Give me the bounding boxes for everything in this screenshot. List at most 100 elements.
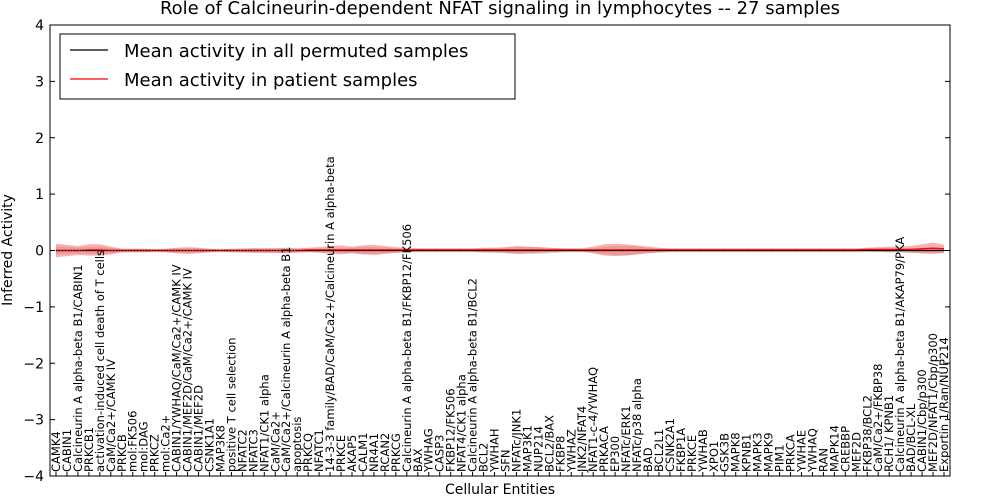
chart-title: Role of Calcineurin-dependent NFAT signa… [160, 0, 840, 19]
entity-label: MEF2D/NFAT1/Cbp/p300 [926, 333, 940, 472]
entity-label: NFATC1 [312, 429, 326, 472]
entity-label: GSK3B [718, 433, 732, 472]
entity-label: positive T cell selection [224, 337, 238, 472]
entity-label: YWHAB [696, 429, 710, 473]
entity-label: CABIN1 [60, 429, 74, 472]
entity-label: CaM/Ca2+/CAMK IV [104, 359, 118, 472]
entity-label: PRKCQ [301, 433, 315, 472]
entity-label: KPNB1 [740, 434, 754, 472]
entity-label: YWHAG [422, 428, 436, 473]
entity-label: NFATC2 [235, 429, 249, 472]
entity-label: BAD [641, 447, 655, 472]
y-tick-label: 0 [35, 244, 44, 260]
entity-label: FKBP38/BCL2 [860, 395, 874, 472]
plot-frame [49, 24, 951, 477]
axis-ticks: −4 −3 −2 −1 0 1 2 3 4 [23, 18, 950, 485]
entity-label: 14-3-3 family/BAD/CaM/Ca2+/Calcineurin A… [323, 156, 337, 472]
entity-label: EP300 [608, 436, 622, 472]
entity-label: FKBP1A [674, 428, 688, 472]
entity-label: NR4A1 [367, 433, 381, 472]
y-tick-label: 3 [35, 74, 44, 90]
entity-label: mol:FK506 [126, 411, 140, 472]
entity-label: YWHAZ [564, 429, 578, 473]
entity-label: PRKACA [597, 426, 611, 472]
entity-label: CaM/Ca2+ [268, 411, 282, 472]
entity-label: RCH1/ KPNB1 [882, 395, 896, 472]
entity-label: CASP3 [433, 435, 447, 472]
entity-label: CAMK4 [49, 431, 63, 472]
entity-label: activation-induced cell death of T cells [93, 250, 107, 472]
entity-label: AKAP5 [345, 435, 359, 472]
entity-label: YWHAQ [805, 428, 819, 473]
entity-label: MAPK3 [751, 432, 765, 472]
y-tick-label: −1 [23, 300, 44, 316]
entity-label: CABIN1/Cbp/p300 [915, 369, 929, 472]
entity-label: MAPK9 [762, 432, 776, 472]
entity-label: NFAT4/CK1 alpha [455, 374, 469, 472]
y-tick-label: 2 [35, 131, 44, 147]
entity-label: PRKCB1 [82, 427, 96, 472]
entity-label: NFATc/JNK1 [509, 409, 523, 472]
entity-label: PRKCG [389, 433, 403, 472]
legend-box [59, 33, 516, 100]
entity-label: YWHAE [795, 430, 809, 473]
entity-label: YWHAH [488, 428, 502, 473]
entity-label: NFAT1/CK1 alpha [257, 374, 271, 472]
entity-label: CABIN1/YWHAQ/CaM/Ca2+/CAMK IV [170, 264, 184, 472]
entity-label: mol:DAG [137, 421, 151, 472]
entity-label: NFATc/p38 alpha [630, 378, 644, 472]
legend-label-patient: Mean activity in patient samples [124, 70, 418, 91]
entity-label: MAP3K1 [520, 425, 534, 472]
entity-label: JNK2/NFAT4 [575, 406, 589, 473]
entity-label: RAN [816, 448, 830, 472]
entity-label: SFN [499, 449, 513, 472]
entity-label: Calcineurin A alpha-beta B1/AKAP79/PKA [893, 237, 907, 472]
entity-label: RCAN2 [378, 433, 392, 472]
legend: Mean activity in all permuted samples Me… [59, 33, 516, 100]
entity-label: mol:Ca2+ [159, 415, 173, 472]
entity-label: FKBP12/FK506 [444, 388, 458, 472]
y-axis-label: Inferred Activity [0, 194, 16, 306]
entity-label: BAX [411, 448, 425, 472]
y-tick-label: −3 [23, 413, 44, 429]
y-tick-label: −2 [23, 356, 44, 372]
y-tick-label: −4 [23, 469, 44, 485]
entity-label: NFATC3 [246, 429, 260, 472]
entity-label: CSNK2A1 [663, 418, 677, 472]
entity-label: apoptosis [290, 417, 304, 472]
entity-label: PRKCZ [148, 434, 162, 472]
entity-label: NFAT1-c-4/YWHAQ [586, 367, 600, 472]
entity-label: BCL2 [477, 443, 491, 472]
entity-label: CSNK1A1 [203, 418, 217, 472]
entity-label: Exportin 1/Ran/NUP214 [937, 337, 951, 472]
entity-label: PRKCE [685, 435, 699, 472]
entity-label: NUP214 [531, 426, 545, 472]
entity-label: BAD/BCL-XL [904, 403, 918, 472]
entity-label: XPO1 [707, 441, 721, 472]
entity-label: PRKCA [784, 434, 798, 472]
entity-label: Calcineurin A alpha-beta B1/BCL2 [466, 278, 480, 472]
y-tick-label: 4 [35, 18, 44, 34]
entity-label: MEF2D [849, 432, 863, 472]
x-axis-label: Cellular Entities [445, 482, 555, 498]
entity-label: Calcineurin A alpha-beta B1/CABIN1 [71, 264, 85, 472]
entity-label: NFATc/ERK1 [619, 405, 633, 472]
entity-label: CABIN1/MEF2D/CaM/Ca2+/CAMK IV [181, 268, 195, 472]
entity-label: PRKCE [334, 435, 348, 472]
y-tick-label: 1 [35, 187, 44, 203]
entity-label: BCL2L1 [652, 429, 666, 472]
entity-label: CaM/Ca2+/Calcineurin A alpha-beta B1 [279, 247, 293, 472]
entity-label: PIM1 [773, 444, 787, 472]
entity-label: MAP3K8 [213, 425, 227, 472]
legend-label-permuted: Mean activity in all permuted samples [124, 41, 468, 62]
entity-label: CREBBP [838, 426, 852, 472]
entity-label: CALM1 [356, 432, 370, 472]
entity-label: Calcineurin A alpha-beta B1/FKBP12/FK506 [400, 224, 414, 472]
entity-label: CABIN1/MEF2D [192, 385, 206, 472]
entity-label: FKBP8 [553, 436, 567, 472]
entity-label: BCL2/BAX [542, 415, 556, 472]
entity-label: MAPK8 [729, 432, 743, 472]
